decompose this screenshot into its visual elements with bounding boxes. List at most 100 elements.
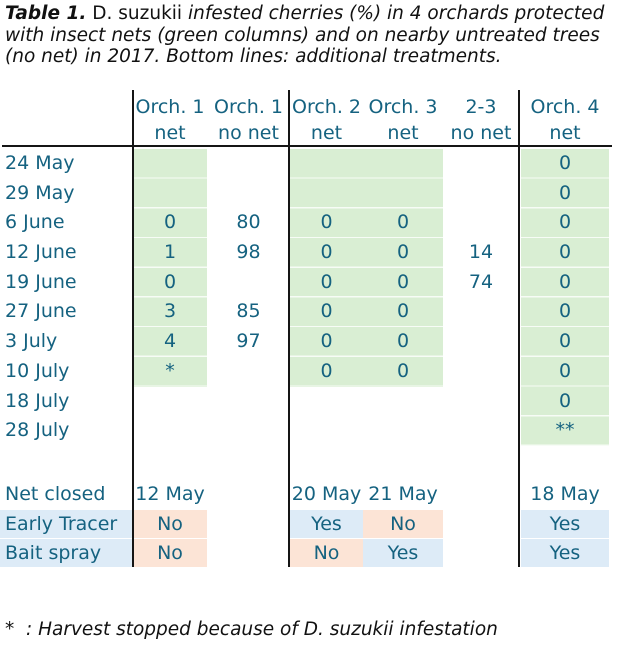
bait-spray-orch1: No [133,539,207,567]
cell-orch3-net [363,179,443,209]
net-closed-row: Net closed 12 May 20 May 21 May 18 May [0,480,620,509]
early-tracer-orch3: No [363,510,443,538]
cell-orch1-nonet [207,179,290,209]
vertical-divider-3 [518,90,520,567]
cell-orch1-nonet [207,268,290,298]
row-label: 3 July [5,330,58,352]
cell-orch4-net: 0 [558,211,572,233]
cell-orch1-nonet: 85 [236,300,261,322]
cell-orch2-net: 0 [320,271,333,293]
caption-text: infested cherries (%) in 4 orchards prot… [5,3,605,67]
cell-orch23-nonet [443,416,519,446]
cell-orch1-nonet [207,357,290,387]
footnote-star: * : Harvest stopped because of D. suzuki… [5,619,498,640]
cell-orch23-nonet [443,327,519,357]
cell-orch1-net: 0 [163,211,177,233]
header-orch23-nonet: 2-3 [465,96,497,118]
header-net-4: net [549,122,581,144]
cell-orch23-nonet: 74 [468,271,494,293]
net-closed-orch3: 21 May [368,483,438,505]
early-tracer-orch1: No [133,510,207,538]
cell-orch2-net [290,387,363,417]
header-orch1-net: Orch. 1 [135,96,205,118]
cell-orch3-net: 0 [396,360,410,382]
header-net-2: net [310,122,343,144]
row-label: 24 May [5,152,75,174]
header-empty-cell [0,94,133,120]
caption-species: D. suzukii [86,3,188,24]
cell-orch4-net: 0 [558,330,572,352]
table-row: 3 July 4 97 0 0 0 [0,327,620,357]
cell-orch2-net: 0 [320,300,333,322]
cell-orch23-nonet [443,387,519,417]
row-label: 6 June [5,211,65,233]
early-tracer-orch4: Yes [521,510,609,538]
cell-orch1-net [133,416,207,446]
footnotes: * : Harvest stopped because of D. suzuki… [5,571,619,670]
cell-orch3-net [363,149,443,179]
early-tracer-row: Early Tracer No Yes No Yes [0,510,620,538]
header-row-net: net no net net net no net net [0,120,620,146]
cell-orch1-net: 1 [163,241,177,263]
row-label: Net closed [5,483,106,505]
table-row: 10 July * 0 0 0 [0,357,620,387]
header-row-orchards: Orch. 1 Orch. 1 Orch. 2 Orch. 3 2-3 Orch… [0,94,620,120]
cell-orch3-net [363,387,443,417]
bait-spray-row: Bait spray No No Yes Yes [0,539,620,567]
header-nonet-1: no net [218,122,279,144]
cell-orch23-nonet: 14 [468,241,494,263]
row-label: 10 July [5,360,70,382]
cell-orch1-nonet [207,149,290,179]
cell-orch3-net: 0 [396,241,410,263]
cell-orch23-nonet [443,208,519,238]
header-net-3: net [387,122,419,144]
table-row: 12 June 1 98 0 0 14 0 [0,238,620,268]
bait-spray-orch3: Yes [363,539,443,567]
cell-orch4-net: 0 [558,300,572,322]
cell-orch1-net: 3 [163,300,177,322]
cell-orch1-nonet: 98 [236,241,261,263]
cell-orch1-net [133,149,207,179]
cell-orch4-net: 0 [558,182,572,204]
header-nonet-23: no net [450,122,512,144]
table-row: 29 May 0 [0,179,620,209]
cell-orch23-nonet [443,357,519,387]
header-orch4-net: Orch. 4 [530,96,600,118]
cell-orch4-net: 0 [558,390,572,412]
vertical-divider-1 [132,90,134,567]
header-orch3-net: Orch. 3 [368,96,438,118]
cell-orch2-net [290,179,363,209]
cell-orch1-nonet: 80 [236,211,261,233]
cell-orch23-nonet [443,179,519,209]
row-label: 29 May [5,182,75,204]
row-label: 27 June [5,300,77,322]
cell-orch4-net: 0 [558,271,572,293]
cell-orch2-net [290,416,363,446]
table-row: 19 June 0 0 0 74 0 [0,268,620,298]
cell-orch23-nonet [443,297,519,327]
cell-orch1-net [133,387,207,417]
cell-orch23-nonet [443,149,519,179]
table-row: 28 July ** [0,416,620,446]
early-tracer-orch2: Yes [290,510,363,538]
cell-orch1-nonet [207,387,290,417]
bait-spray-orch2: No [290,539,363,567]
table-caption: Table 1. D. suzukii infested cherries (%… [5,3,617,68]
cell-orch1-nonet: 97 [236,330,261,352]
cell-orch3-net: 0 [396,330,410,352]
cell-orch1-net: 4 [163,330,177,352]
row-label: Early Tracer [0,510,133,538]
row-label: Bait spray [0,539,133,567]
cell-orch1-nonet [207,416,290,446]
cell-orch3-net: 0 [396,271,410,293]
cell-orch4-net: 0 [558,360,572,382]
header-underline [2,145,612,147]
table-row: 24 May 0 [0,149,620,179]
net-column-highlight-orchard1 [133,149,207,387]
row-label: 19 June [5,271,77,293]
table-row: 18 July 0 [0,387,620,417]
vertical-divider-2 [288,90,290,567]
cell-orch1-net: 0 [163,271,177,293]
cell-orch2-net: 0 [320,211,333,233]
